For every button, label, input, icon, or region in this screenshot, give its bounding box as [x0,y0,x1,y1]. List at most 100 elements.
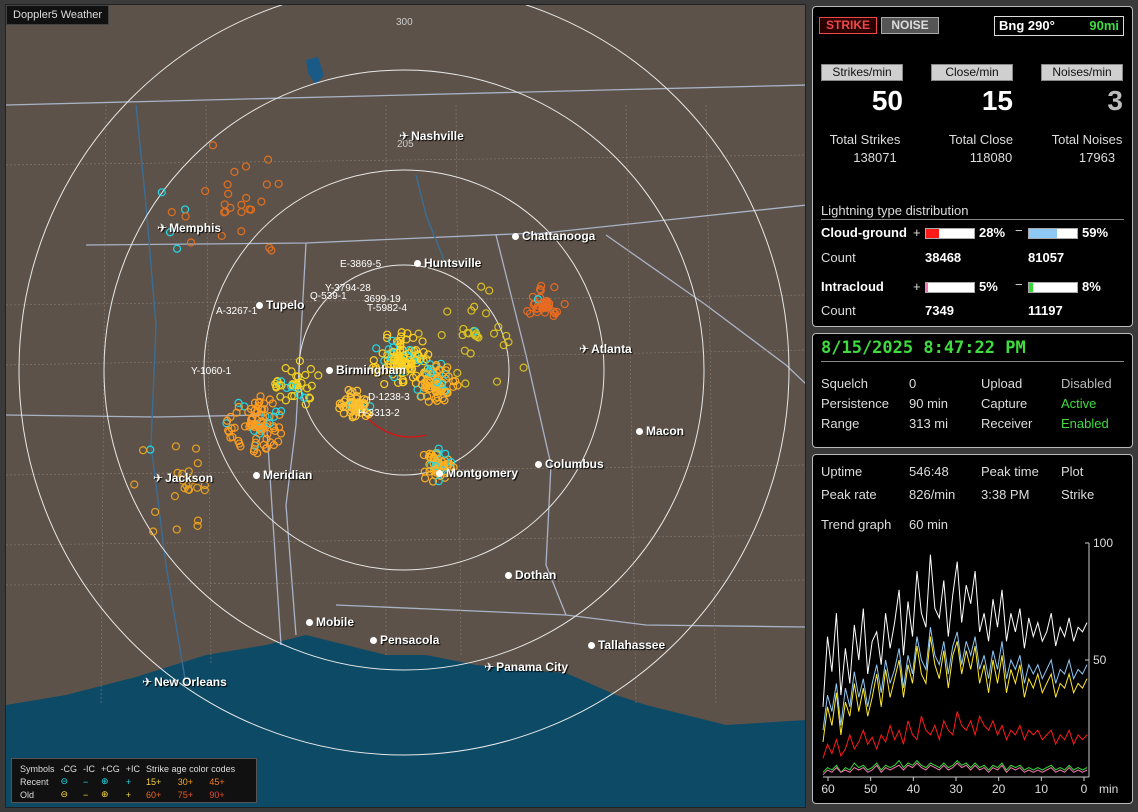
strike-marker [223,416,232,425]
x-tick-label: 30 [949,782,963,796]
bearing-display[interactable]: Bng 290° 90mi [994,16,1124,36]
storm-cell-label[interactable]: T-5982-4 [367,303,408,314]
total-strikes-label: Total Strikes [829,132,901,147]
ic-positive-count: 7349 [925,303,954,318]
plot-value[interactable]: Strike [1061,487,1095,502]
strike-marker [200,480,209,490]
strike-marker [149,527,158,536]
strike-marker [184,479,193,488]
strike-button[interactable]: STRIKE [819,17,877,34]
city-dot-icon [256,302,263,310]
city-panama-city: ✈ Panama City [484,660,568,674]
x-tick-label: 50 [864,782,878,796]
storm-cell-label[interactable]: E-3869-5 [340,259,382,270]
squelch-value: 0 [909,376,917,391]
map-legend: Symbols -CG -IC +CG +IC Strike age color… [11,758,257,803]
strike-marker [540,299,549,308]
legend-col-pic: +IC [125,763,141,774]
city-name: New Orleans [154,675,227,689]
strike-marker [436,359,446,368]
legend-age-75: 75+ [177,789,193,800]
airport-icon: ✈ [484,660,495,674]
strike-marker [193,521,202,531]
storm-cell-label[interactable]: D-1238-3 [368,392,410,403]
strike-marker [151,507,160,517]
strike-marker [247,415,257,424]
legend-age-15: 15+ [146,776,162,787]
strike-marker [200,486,209,495]
noise-button[interactable]: NOISE [881,17,939,34]
airport-icon: ✈ [579,342,590,356]
legend-col-ncg: -CG [60,763,78,774]
strike-markers [130,141,569,536]
legend-recent-pic-icon: + [125,776,132,787]
x-tick-label: 40 [907,782,921,796]
strike-marker [418,337,427,346]
squelch-label: Squelch [821,376,868,391]
y-tick-label: 100 [1093,536,1113,550]
receiver-value: Enabled [1061,416,1109,431]
strike-marker [224,426,233,435]
strike-marker [443,388,452,398]
strike-marker [301,370,310,380]
trend-graph-value[interactable]: 60 min [909,517,949,532]
strike-marker [346,389,355,398]
storm-cell-label[interactable]: Q-539-1 [310,291,347,302]
legend-old-label: Old [20,789,35,800]
peak-rate-value: 826/min [909,487,956,502]
strike-marker [314,371,323,380]
strike-marker [443,307,452,316]
noises-per-min-button[interactable]: Noises/min [1041,64,1123,81]
storm-cell-label[interactable]: Y-1060-1 [191,366,232,377]
city-new-orleans: ✈ New Orleans [142,675,227,689]
city-name: Panama City [496,660,569,674]
strikes-per-min-button[interactable]: Strikes/min [821,64,903,81]
strike-marker [237,207,246,217]
airport-icon: ✈ [157,221,168,235]
close-per-min-button[interactable]: Close/min [931,64,1013,81]
strike-marker [255,424,264,434]
strike-marker [390,373,399,382]
radar-map[interactable]: Doppler5 Weather 300 205 ✈ Nashville ✈ Memp… [5,4,806,808]
strike-marker [451,376,460,386]
strike-marker [461,379,470,388]
strike-marker [489,329,499,338]
strike-marker [274,423,284,432]
city-dot-icon [414,260,421,268]
strike-marker [193,459,202,468]
legend-age-30: 30+ [177,776,193,787]
intracloud-label: Intracloud [821,279,884,294]
strike-marker [353,386,362,395]
x-tick-label: 60 [821,782,835,796]
legend-recent-pcg-icon: ⊕ [101,776,109,786]
strike-marker [182,481,191,490]
x-tick-label: 20 [992,782,1006,796]
storm-cell-label[interactable]: 3699-19 [364,294,401,305]
strike-marker [389,347,398,356]
strike-marker [226,433,235,442]
storm-cell-label[interactable]: H-3313-2 [358,408,400,419]
strike-marker [208,141,218,150]
legend-age-60: 60+ [146,789,162,800]
strike-marker [170,492,180,501]
ic-negative-count: 11197 [1028,303,1063,318]
strike-marker [551,309,560,318]
strike-marker [335,404,344,413]
strike-marker [413,350,423,359]
ring-label-300: 300 [396,17,413,28]
city-name: Atlanta [591,342,632,356]
strike-marker [264,155,273,164]
strike-marker [352,392,362,401]
strike-marker [402,335,411,344]
capture-value: Active [1061,396,1097,411]
storm-cell-label[interactable]: A-3267-1 [216,306,258,317]
total-strikes-value: 138071 [853,150,897,165]
strike-marker [181,212,190,221]
trend-series-line [822,554,1088,707]
storm-cell-label[interactable]: Y-3794-28 [325,283,371,294]
city-dot-icon [326,367,333,375]
strike-marker [470,302,479,311]
city-jackson: ✈ Jackson [153,471,213,485]
strike-marker [172,244,182,253]
city-name: Huntsville [424,256,482,270]
